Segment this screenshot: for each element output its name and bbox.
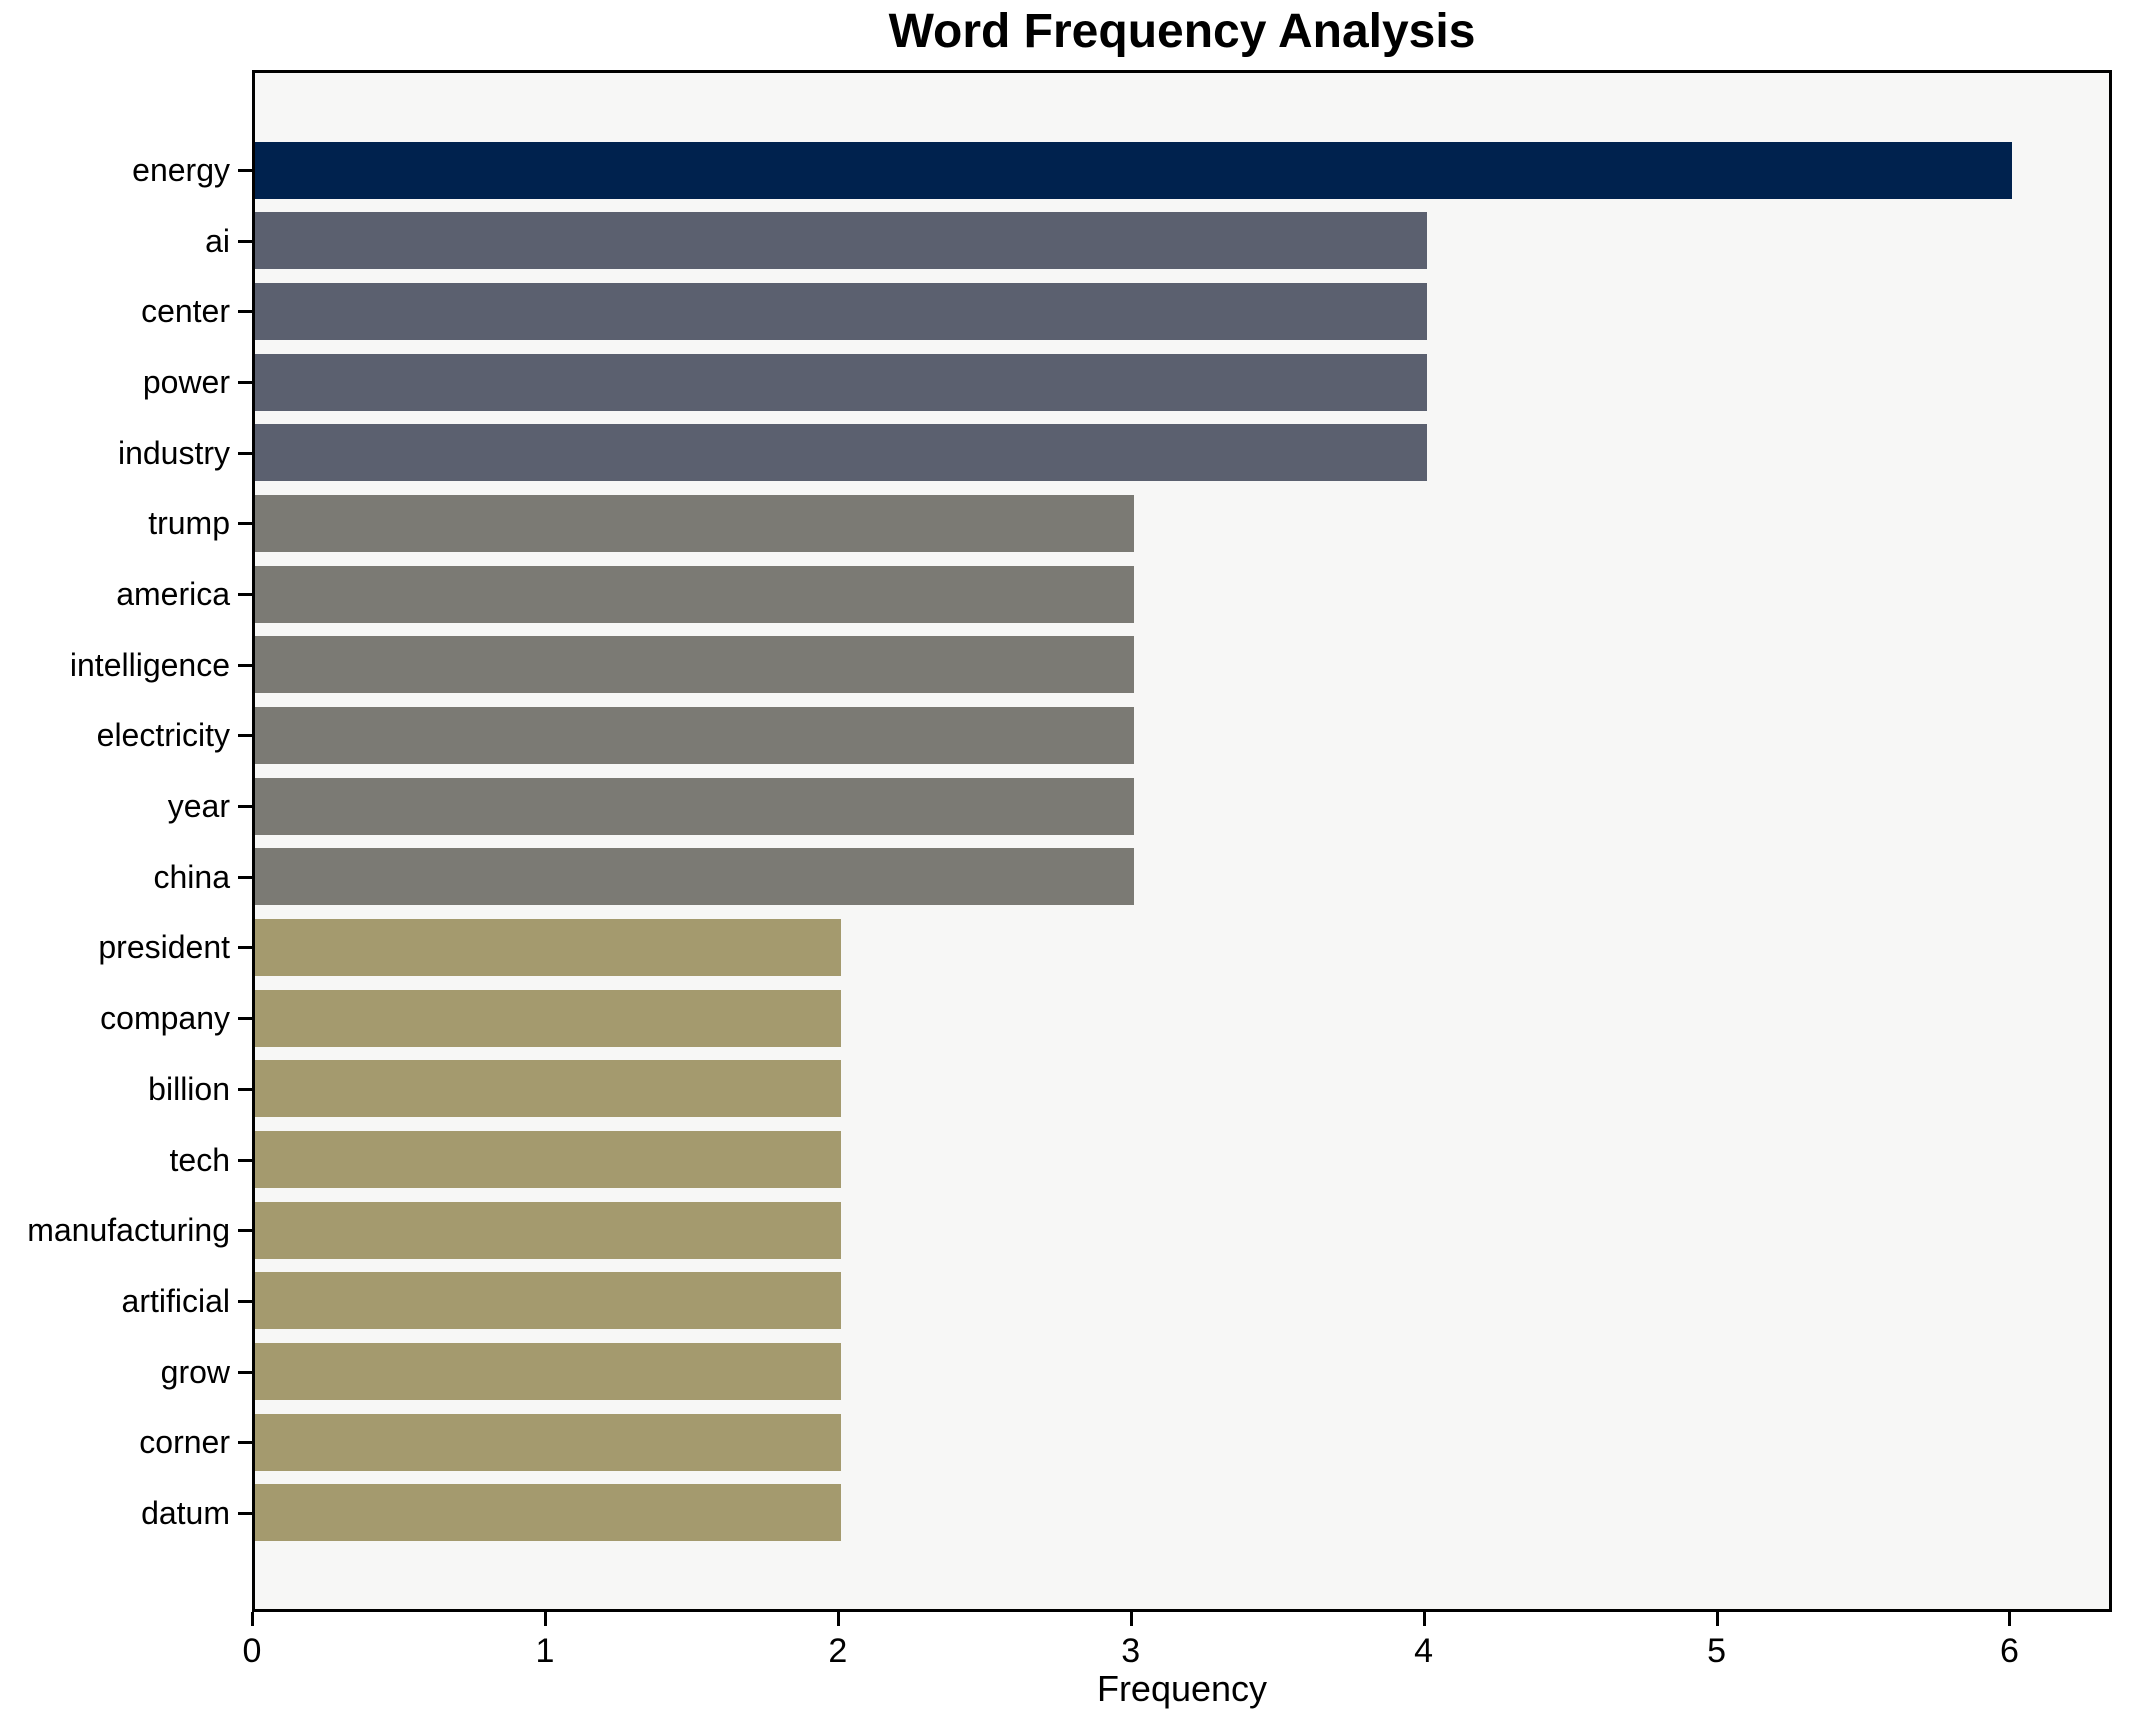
y-axis-label: america <box>116 576 230 613</box>
y-tick <box>238 1370 252 1374</box>
y-tick <box>238 1441 252 1445</box>
y-tick <box>238 593 252 597</box>
y-tick <box>238 946 252 950</box>
y-tick <box>238 1299 252 1303</box>
plot-area <box>252 70 2112 1612</box>
y-tick <box>238 1087 252 1091</box>
y-tick <box>238 1229 252 1233</box>
bar <box>255 1131 841 1189</box>
bar <box>255 494 1134 552</box>
y-axis-label: power <box>142 364 230 401</box>
bar <box>255 424 1427 482</box>
y-axis-label: electricity <box>96 717 230 754</box>
y-axis-label: billion <box>148 1070 230 1107</box>
bar <box>255 1484 841 1542</box>
y-axis-label: datum <box>141 1494 230 1531</box>
bar <box>255 282 1427 340</box>
x-tick <box>2008 1612 2012 1626</box>
x-tick-label: 5 <box>1707 1632 1727 1670</box>
y-tick <box>238 381 252 385</box>
y-axis-label: energy <box>132 152 230 188</box>
x-tick <box>836 1612 840 1626</box>
bar <box>255 989 841 1047</box>
y-axis-label: trump <box>148 505 230 542</box>
y-tick <box>238 522 252 526</box>
y-tick <box>238 805 252 809</box>
bar <box>255 1343 841 1401</box>
y-axis-label: tech <box>169 1141 230 1178</box>
y-tick <box>238 1511 252 1515</box>
bar <box>255 1413 841 1471</box>
bar <box>255 565 1134 623</box>
y-axis-label: intelligence <box>69 646 230 683</box>
y-axis-label: year <box>167 788 230 825</box>
chart-title: Word Frequency Analysis <box>888 5 1476 58</box>
y-tick <box>238 1017 252 1021</box>
x-tick <box>1129 1612 1133 1626</box>
y-tick <box>238 451 252 455</box>
y-axis-label: president <box>98 929 230 966</box>
y-axis-label: industry <box>117 434 230 471</box>
x-tick-label: 2 <box>828 1632 848 1670</box>
y-axis-label: grow <box>160 1353 230 1390</box>
y-axis-label: company <box>100 1000 230 1037</box>
bar <box>255 353 1427 411</box>
x-tick <box>1715 1612 1719 1626</box>
y-axis-label: artificial <box>121 1282 230 1319</box>
x-tick <box>543 1612 547 1626</box>
bar <box>255 848 1134 906</box>
x-tick <box>1422 1612 1426 1626</box>
bar <box>255 777 1134 835</box>
y-tick <box>238 169 252 172</box>
y-axis-label: center <box>141 293 230 330</box>
y-axis-label: corner <box>139 1424 230 1461</box>
y-tick <box>238 310 252 314</box>
y-axis-label: china <box>153 858 231 895</box>
bar <box>255 706 1134 764</box>
x-tick <box>251 1612 254 1626</box>
y-tick <box>238 1158 252 1162</box>
y-tick <box>238 663 252 667</box>
bar <box>255 1272 841 1330</box>
x-tick-label: 0 <box>242 1632 262 1670</box>
x-tick-label: 1 <box>535 1632 555 1670</box>
bar <box>255 212 1427 270</box>
x-tick-label: 4 <box>1414 1632 1434 1670</box>
x-axis-label: Frequency <box>1096 1668 1268 1709</box>
bar <box>255 918 841 976</box>
y-tick <box>238 239 252 243</box>
y-axis-label: manufacturing <box>27 1212 230 1249</box>
y-tick <box>238 875 252 879</box>
x-tick-label: 3 <box>1121 1632 1141 1670</box>
x-tick-label: 6 <box>2000 1632 2019 1670</box>
y-tick <box>238 734 252 738</box>
y-axis-label: ai <box>205 222 230 259</box>
bar <box>255 636 1134 694</box>
bar <box>255 141 2012 199</box>
bar <box>255 1060 841 1118</box>
bar <box>255 1201 841 1259</box>
